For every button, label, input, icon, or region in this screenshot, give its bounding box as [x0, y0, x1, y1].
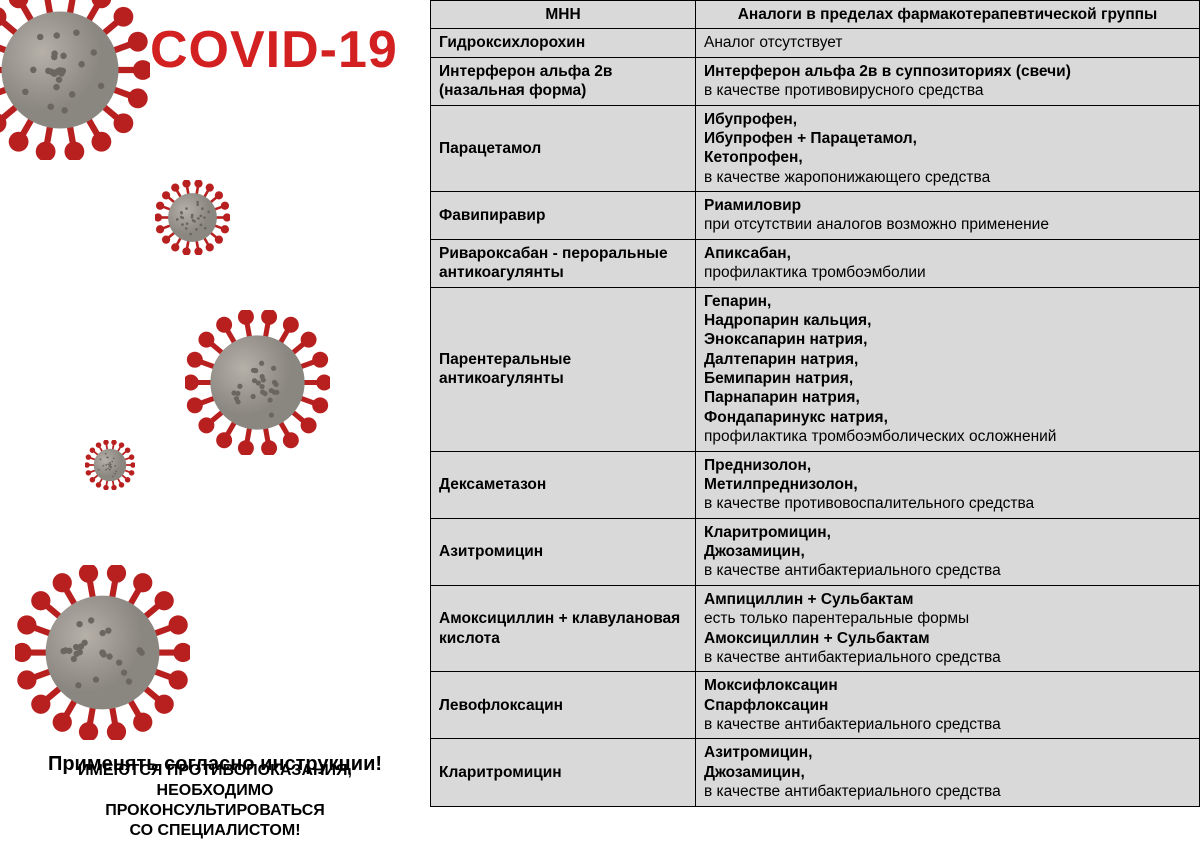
warning-text: ИМЕЮТСЯ ПРОТИВОПОКАЗАНИЯ, НЕОБХОДИМО ПРО…: [0, 761, 430, 841]
analog-bold: Спарфлоксацин: [704, 696, 1191, 715]
table-row: КларитромицинАзитромицин,Джозамицин,в ка…: [431, 739, 1200, 806]
analog-cell: МоксифлоксацинСпарфлоксацинв качестве ан…: [696, 672, 1200, 739]
warning-line: НЕОБХОДИМО: [157, 782, 274, 799]
analog-cell: Риамиловирпри отсутствии аналогов возмож…: [696, 192, 1200, 240]
table-row: ФавипиравирРиамиловирпри отсутствии анал…: [431, 192, 1200, 240]
virus-icon: [85, 440, 135, 490]
analog-bold: Преднизолон,: [704, 456, 1191, 475]
analog-cell: Апиксабан,профилактика тромбоэмболии: [696, 239, 1200, 287]
table-row: Интерферон альфа 2в (назальная форма) Инт…: [431, 57, 1200, 105]
analog-bold: Интерферон альфа 2в в суппозиториях (све…: [704, 62, 1191, 81]
mnn-cell: Ривароксабан - пероральные антикоагулянт…: [431, 239, 696, 287]
warning-line: ИМЕЮТСЯ ПРОТИВОПОКАЗАНИЯ,: [78, 762, 352, 779]
virus-icon: [155, 180, 230, 255]
table-row: Ривароксабан - пероральные антикоагулянт…: [431, 239, 1200, 287]
analog-bold: Ибупрофен + Парацетамол,: [704, 129, 1191, 148]
analog-bold: Эноксапарин натрия,: [704, 330, 1191, 349]
mnn-cell: Кларитромицин: [431, 739, 696, 806]
analog-bold: Амоксициллин + Сульбактам: [704, 629, 1191, 648]
table-row: Парентеральные антикоагулянтыГепарин,Над…: [431, 287, 1200, 451]
analog-bold: Кетопрофен,: [704, 148, 1191, 167]
analog-note: профилактика тромбоэмболических осложнен…: [704, 427, 1191, 446]
analog-bold: Парнапарин натрия,: [704, 388, 1191, 407]
analog-cell: Кларитромицин,Джозамицин,в качестве анти…: [696, 518, 1200, 585]
table-row: ЛевофлоксацинМоксифлоксацинСпарфлоксацин…: [431, 672, 1200, 739]
analog-note: есть только парентеральные формы: [704, 609, 1191, 628]
virus-icon: [15, 565, 190, 740]
right-panel: МНН Аналоги в пределах фармакотерапевтич…: [430, 0, 1200, 846]
analog-cell: Интерферон альфа 2в в суппозиториях (све…: [696, 57, 1200, 105]
mnn-cell: Парентеральные антикоагулянты: [431, 287, 696, 451]
analog-bold: Ампициллин + Сульбактам: [704, 590, 1191, 609]
analog-bold: Фондапаринукс натрия,: [704, 408, 1191, 427]
analog-note: в качестве жаропонижающего средства: [704, 168, 1191, 187]
analog-bold: Джозамицин,: [704, 763, 1191, 782]
left-panel: COVID-19: [0, 0, 430, 846]
analog-bold: Кларитромицин,: [704, 523, 1191, 542]
page-title: COVID-19: [150, 20, 398, 80]
mnn-cell: Левофлоксацин: [431, 672, 696, 739]
warning-line: СО СПЕЦИАЛИСТОМ!: [129, 822, 300, 839]
table-header-analogs: Аналоги в пределах фармакотерапевтическо…: [696, 1, 1200, 29]
analog-cell: Преднизолон,Метилпреднизолон,в качестве …: [696, 451, 1200, 518]
analog-note: в качестве антибактериального средства: [704, 715, 1191, 734]
table-row: ПарацетамолИбупрофен,Ибупрофен + Парацет…: [431, 105, 1200, 192]
mnn-cell: Азитромицин: [431, 518, 696, 585]
warning-line: ПРОКОНСУЛЬТИРОВАТЬСЯ: [105, 802, 325, 819]
analog-bold: Надропарин кальция,: [704, 311, 1191, 330]
analog-note: профилактика тромбоэмболии: [704, 263, 1191, 282]
analog-cell: Ибупрофен,Ибупрофен + Парацетамол,Кетопр…: [696, 105, 1200, 192]
table-row: ДексаметазонПреднизолон,Метилпреднизолон…: [431, 451, 1200, 518]
virus-icon: [0, 0, 150, 160]
analog-bold: Риамиловир: [704, 196, 1191, 215]
analog-bold: Гепарин,: [704, 292, 1191, 311]
drug-analogs-table: МНН Аналоги в пределах фармакотерапевтич…: [430, 0, 1200, 807]
analog-cell: Ампициллин + Сульбактаместь только парен…: [696, 585, 1200, 672]
analog-note: Аналог отсутствует: [704, 33, 1191, 52]
analog-cell: Аналог отсутствует: [696, 29, 1200, 57]
mnn-cell: Интерферон альфа 2в (назальная форма): [431, 57, 696, 105]
analog-note: в качестве антибактериального средства: [704, 782, 1191, 801]
analog-cell: Гепарин,Надропарин кальция,Эноксапарин н…: [696, 287, 1200, 451]
table-row: АзитромицинКларитромицин,Джозамицин,в ка…: [431, 518, 1200, 585]
mnn-cell: Фавипиравир: [431, 192, 696, 240]
analog-note: при отсутствии аналогов возможно примене…: [704, 215, 1191, 234]
analog-bold: Апиксабан,: [704, 244, 1191, 263]
table-row: Гидроксихлорохин Аналог отсутствует: [431, 29, 1200, 57]
analog-bold: Азитромицин,: [704, 743, 1191, 762]
analog-bold: Бемипарин натрия,: [704, 369, 1191, 388]
table-header-mnn: МНН: [431, 1, 696, 29]
table-row: Амоксициллин + клавулановая кислотаАмпиц…: [431, 585, 1200, 672]
analog-bold: Джозамицин,: [704, 542, 1191, 561]
mnn-cell: Гидроксихлорохин: [431, 29, 696, 57]
analog-note: в качестве противовирусного средства: [704, 81, 1191, 100]
analog-bold: Ибупрофен,: [704, 110, 1191, 129]
analog-note: в качестве противовоспалительного средст…: [704, 494, 1191, 513]
table-body: Гидроксихлорохин Аналог отсутствует Интерф…: [431, 29, 1200, 806]
mnn-cell: Парацетамол: [431, 105, 696, 192]
analog-cell: Азитромицин,Джозамицин,в качестве антиба…: [696, 739, 1200, 806]
analog-bold: Далтепарин натрия,: [704, 350, 1191, 369]
analog-note: в качестве антибактериального средства: [704, 561, 1191, 580]
virus-icon: [185, 310, 330, 455]
mnn-cell: Амоксициллин + клавулановая кислота: [431, 585, 696, 672]
analog-bold: Метилпреднизолон,: [704, 475, 1191, 494]
mnn-cell: Дексаметазон: [431, 451, 696, 518]
analog-note: в качестве антибактериального средства: [704, 648, 1191, 667]
analog-bold: Моксифлоксацин: [704, 676, 1191, 695]
